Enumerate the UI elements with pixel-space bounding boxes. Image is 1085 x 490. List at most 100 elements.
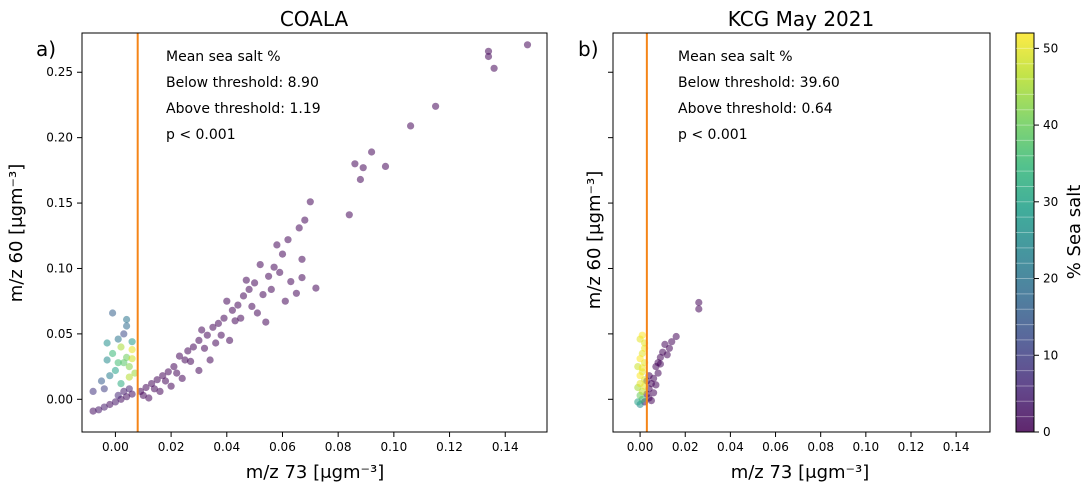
panel-a-annotation-4: p < 0.001 xyxy=(166,127,236,143)
data-point xyxy=(217,331,225,339)
panel-b-xlabel: m/z 73 [μgm⁻³] xyxy=(731,462,870,483)
data-point xyxy=(259,291,267,299)
panel-b-annotations: Mean sea salt % Below threshold: 39.60 A… xyxy=(678,49,840,143)
data-point xyxy=(114,335,122,343)
data-point xyxy=(117,343,125,351)
data-point xyxy=(206,356,214,364)
data-point xyxy=(128,355,136,363)
panel-a-ticks: 0.00 0.02 0.04 0.06 0.08 0.10 0.12 0.14 0.00 0.05… xyxy=(46,65,518,454)
data-point xyxy=(295,224,303,232)
data-point xyxy=(164,368,172,376)
panel-a-label: a) xyxy=(36,37,56,61)
panel-b-annotation-4: p < 0.001 xyxy=(678,127,748,143)
x-tick-label: 0.00 xyxy=(627,440,654,454)
data-point xyxy=(484,47,493,55)
panel-b-label: b) xyxy=(578,37,599,61)
x-tick-label: 0.04 xyxy=(717,440,744,454)
data-point xyxy=(407,122,415,130)
data-point xyxy=(490,64,498,72)
panel-a-annotation-1: Mean sea salt % xyxy=(166,49,281,65)
x-tick-label: 0.00 xyxy=(102,440,129,454)
colorbar-tick-label: 30 xyxy=(1043,195,1058,209)
data-point xyxy=(170,363,178,371)
panel-b-annotation-2: Below threshold: 39.60 xyxy=(678,75,840,91)
x-tick-label: 0.04 xyxy=(213,440,240,454)
data-point xyxy=(270,263,278,271)
data-point xyxy=(89,407,97,415)
data-point xyxy=(253,309,261,317)
data-point xyxy=(345,211,353,219)
data-point xyxy=(109,309,117,317)
data-point xyxy=(120,330,128,338)
data-point xyxy=(661,340,669,348)
y-tick-label: 0.15 xyxy=(46,196,73,210)
data-point xyxy=(128,346,136,354)
data-point xyxy=(123,315,131,324)
data-point xyxy=(650,389,658,397)
data-point xyxy=(695,298,703,307)
data-point xyxy=(203,331,211,339)
data-point xyxy=(220,314,228,322)
data-point xyxy=(281,297,289,305)
data-point xyxy=(265,272,273,280)
data-point xyxy=(150,385,158,393)
data-point xyxy=(262,318,270,326)
panel-b-frame xyxy=(612,32,991,433)
data-point xyxy=(652,381,660,389)
data-point xyxy=(117,380,125,388)
colorbar-ticks: 0 10 20 30 40 50 xyxy=(1016,41,1058,439)
data-point xyxy=(214,319,222,327)
data-point xyxy=(189,343,197,351)
x-tick-label: 0.10 xyxy=(380,440,407,454)
data-point xyxy=(636,355,644,363)
data-point xyxy=(128,338,136,346)
data-point xyxy=(312,284,320,292)
data-point xyxy=(128,390,136,398)
colorbar: 0 10 20 30 40 50 % Sea salt xyxy=(1015,32,1085,439)
data-point xyxy=(647,397,656,405)
data-point xyxy=(123,322,131,330)
data-point xyxy=(242,276,250,284)
data-point xyxy=(95,406,103,414)
data-point xyxy=(234,301,242,309)
data-point xyxy=(239,292,248,300)
x-tick-label: 0.08 xyxy=(325,440,352,454)
data-point xyxy=(198,326,206,334)
data-point xyxy=(97,377,106,385)
data-point xyxy=(638,364,646,372)
data-point xyxy=(287,278,295,286)
data-point xyxy=(432,102,440,110)
data-point xyxy=(306,198,314,206)
data-point xyxy=(226,336,234,344)
data-point xyxy=(153,376,161,384)
data-point xyxy=(212,339,220,347)
data-point xyxy=(109,349,117,358)
y-tick-label: 0.20 xyxy=(46,131,73,145)
colorbar-tick-label: 0 xyxy=(1043,425,1051,439)
panel-a: COALA a) m/z 60 [μgm⁻³] m/z 73 [μgm⁻³] 0… xyxy=(6,7,548,483)
data-point xyxy=(139,391,147,399)
data-point xyxy=(695,305,703,313)
panel-b: KCG May 2021 b) m/z 60 [μgm⁻³] m/z 73 [μ… xyxy=(578,7,991,483)
colorbar-label: % Sea salt xyxy=(1064,185,1085,280)
x-tick-label: 0.06 xyxy=(269,440,296,454)
data-point xyxy=(142,383,150,392)
data-point xyxy=(248,302,256,310)
data-point xyxy=(89,387,97,395)
data-point xyxy=(351,160,359,168)
data-point xyxy=(156,387,164,395)
colorbar-frame xyxy=(1015,32,1035,433)
panel-a-title: COALA xyxy=(280,7,349,31)
data-point xyxy=(298,255,306,263)
panel-a-annotations: Mean sea salt % Below threshold: 8.90 Ab… xyxy=(166,49,321,143)
data-point xyxy=(120,359,128,367)
data-point xyxy=(237,314,245,322)
x-tick-label: 0.10 xyxy=(852,440,879,454)
y-tick-label: 0.05 xyxy=(46,327,73,341)
data-point xyxy=(114,391,122,399)
x-tick-label: 0.02 xyxy=(158,440,185,454)
data-point xyxy=(103,356,111,364)
y-tick-label: 0.25 xyxy=(46,65,73,79)
panel-b-annotation-3: Above threshold: 0.64 xyxy=(678,101,833,117)
